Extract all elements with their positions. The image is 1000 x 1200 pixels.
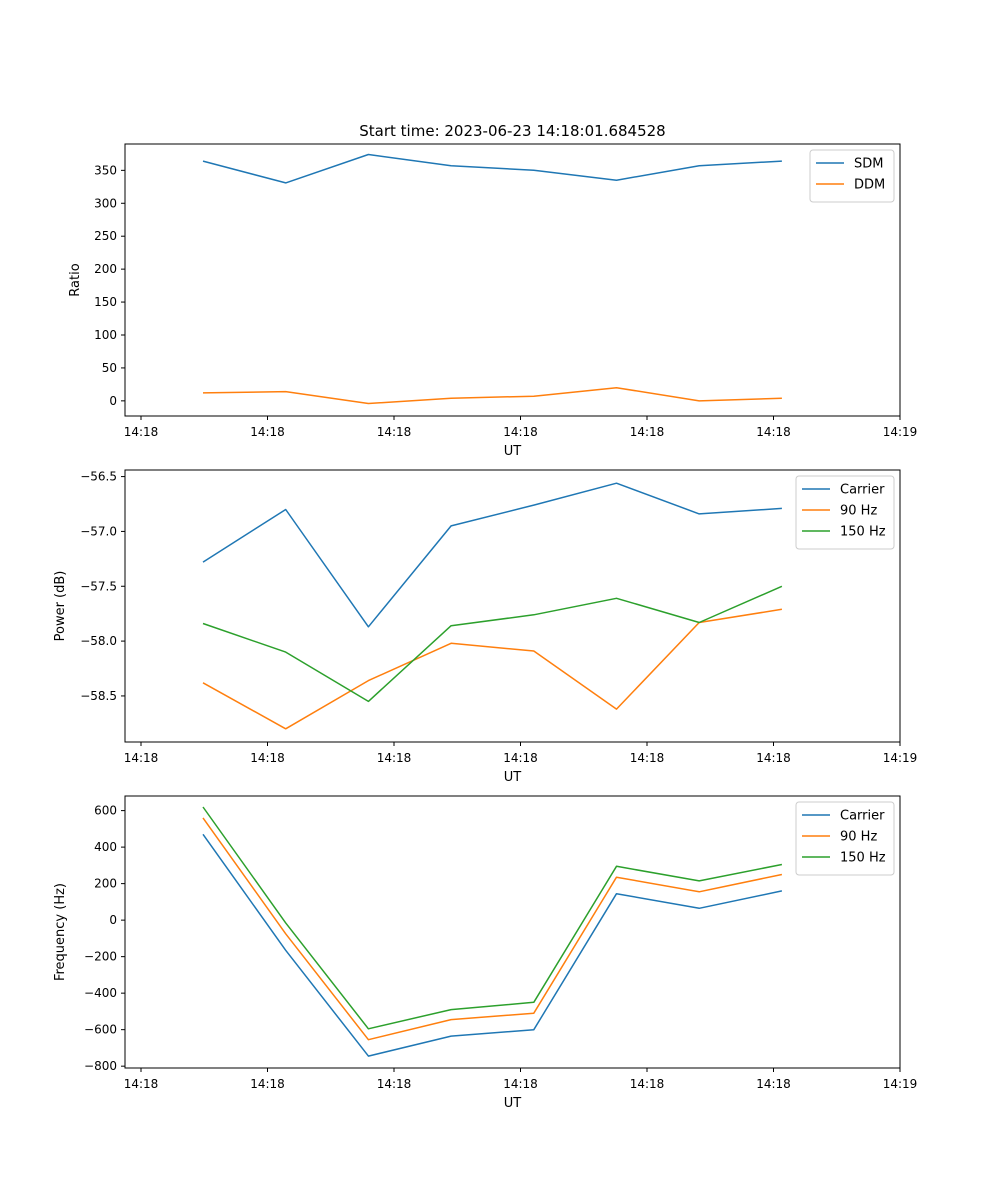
series-line-90-hz [202, 608, 783, 730]
x-tick-label: 14:18 [630, 751, 665, 765]
y-tick-label: 250 [94, 229, 117, 243]
y-tick-label: 400 [94, 840, 117, 854]
legend-label: 150 Hz [840, 851, 886, 866]
ratio-panel: 14:18 14:18 14:18 14:18 14:18 14:18 14:19 0 50 10… [68, 143, 918, 459]
x-tick-label: 14:18 [377, 751, 412, 765]
series-line-carrier [202, 482, 782, 628]
x-tick-label: 14:18 [124, 751, 159, 765]
y-axis-label: Ratio [68, 263, 83, 296]
y-tick-label: −600 [84, 1023, 117, 1037]
y-tick-label: 150 [94, 295, 117, 309]
y-axis-label: Power (dB) [53, 571, 68, 642]
y-axis-label: Frequency (Hz) [53, 883, 68, 981]
y-tick-label: 0 [109, 394, 117, 408]
x-tick-label: 14:18 [250, 425, 285, 439]
y-tick-label: 50 [102, 361, 117, 375]
frequency-panel: 14:18 14:18 14:18 14:18 14:18 14:18 14:19 −800 −… [53, 795, 918, 1111]
series-line-carrier [202, 833, 783, 1057]
series-line-ddm [202, 386, 782, 405]
y-tick-label: −800 [84, 1059, 117, 1073]
y-tick-label: 300 [94, 196, 117, 210]
x-tick-label: 14:19 [883, 425, 918, 439]
power-panel: 14:18 14:18 14:18 14:18 14:18 14:18 14:19 −58.5… [53, 469, 918, 785]
x-tick-label: 14:18 [124, 425, 159, 439]
y-tick-label: −57.0 [80, 524, 117, 538]
x-tick-label: 14:18 [250, 1077, 285, 1091]
legend-label: Carrier [840, 483, 885, 498]
x-tick-label: 14:18 [377, 425, 412, 439]
legend-label: SDM [854, 157, 883, 172]
x-tick-label: 14:18 [377, 1077, 412, 1091]
series-line-150-hz [202, 806, 783, 1030]
y-tick-label: −200 [84, 950, 117, 964]
x-axis-label: UT [504, 444, 522, 459]
series-line-90-hz [202, 817, 783, 1041]
x-tick-label: 14:18 [756, 751, 791, 765]
x-tick-label: 14:18 [503, 425, 538, 439]
legend-label: Carrier [840, 809, 885, 824]
legend-label: DDM [854, 178, 885, 193]
x-tick-label: 14:18 [756, 425, 791, 439]
series-line-sdm [202, 153, 782, 184]
x-tick-label: 14:18 [250, 751, 285, 765]
x-tick-label: 14:18 [503, 1077, 538, 1091]
y-tick-label: −58.5 [80, 689, 117, 703]
x-tick-label: 14:18 [630, 425, 665, 439]
chart-title: Start time: 2023-06-23 14:18:01.684528 [359, 122, 665, 140]
y-tick-label: 350 [94, 163, 117, 177]
x-axis-label: UT [504, 770, 522, 785]
x-tick-label: 14:18 [756, 1077, 791, 1091]
x-tick-label: 14:18 [503, 751, 538, 765]
series-line-150-hz [202, 585, 783, 703]
x-tick-label: 14:19 [883, 751, 918, 765]
x-tick-label: 14:18 [124, 1077, 159, 1091]
legend-label: 150 Hz [840, 525, 886, 540]
y-tick-label: −56.5 [80, 470, 117, 484]
y-tick-label: −400 [84, 986, 117, 1000]
y-tick-label: 200 [94, 262, 117, 276]
y-tick-label: 200 [94, 877, 117, 891]
y-tick-label: −58.0 [80, 634, 117, 648]
x-axis-label: UT [504, 1096, 522, 1111]
plot-frame [124, 143, 901, 417]
y-tick-label: 0 [109, 913, 117, 927]
y-tick-label: 100 [94, 328, 117, 342]
x-tick-label: 14:19 [883, 1077, 918, 1091]
plot-frame [124, 795, 901, 1069]
legend-label: 90 Hz [840, 830, 877, 845]
plot-frame [124, 469, 901, 743]
y-tick-label: 600 [94, 804, 117, 818]
y-tick-label: −57.5 [80, 579, 117, 593]
legend-label: 90 Hz [840, 504, 877, 519]
x-tick-label: 14:18 [630, 1077, 665, 1091]
